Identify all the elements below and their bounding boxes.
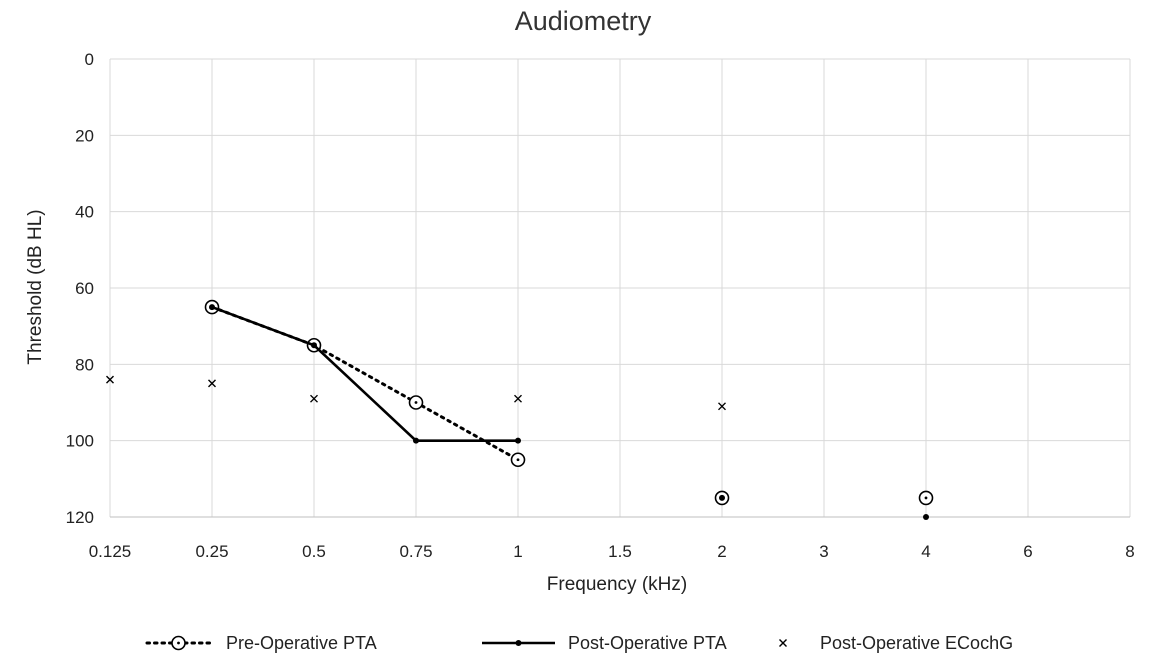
legend-item: Post-Operative PTA [482, 633, 727, 653]
cross-stroke [514, 394, 522, 403]
y-tick-label: 0 [85, 50, 94, 69]
x-tick-label: 2 [717, 542, 726, 561]
x-axis-title: Frequency (kHz) [547, 574, 687, 595]
data-point-dot [311, 342, 317, 349]
x-tick-label: 1.5 [608, 542, 632, 561]
series-1 [209, 304, 929, 520]
data-point-cross [718, 402, 726, 411]
marker-center [516, 458, 520, 462]
marker-center [924, 496, 928, 500]
cross-stroke [718, 402, 726, 411]
x-tick-label: 1 [513, 542, 522, 561]
series-line [210, 305, 520, 462]
series-2 [106, 375, 726, 411]
data-point-dot [515, 640, 522, 646]
series-layer [106, 299, 934, 520]
tick-labels: 0 20 40 60 80 100 120 0.125 0.25 0.5 0.75 1 1.5 2 3 4 6 8 [66, 50, 1135, 561]
cross-stroke [779, 639, 787, 647]
x-tick-label: 0.5 [302, 542, 326, 561]
x-tick-label: 6 [1023, 542, 1032, 561]
x-tick-label: 0.75 [399, 542, 432, 561]
y-tick-label: 80 [75, 355, 94, 374]
data-point-cross [514, 394, 522, 403]
data-point-cross [208, 379, 216, 388]
cross-stroke [208, 379, 216, 388]
legend-item: Pre-Operative PTA [145, 633, 377, 653]
legend-label: Post-Operative ECochG [820, 633, 1013, 653]
data-point-open-circle [510, 452, 526, 468]
legend: Pre-Operative PTA Post-Operative PTA Post-… [145, 633, 1013, 653]
data-point-open-circle [171, 635, 186, 651]
marker-center [177, 641, 180, 645]
legend-label: Pre-Operative PTA [226, 633, 377, 653]
x-tick-label: 4 [921, 542, 930, 561]
y-tick-label: 20 [75, 126, 94, 145]
data-point-cross [779, 639, 787, 647]
data-point-dot [209, 304, 215, 311]
data-point-dot [515, 437, 521, 444]
x-tick-label: 8 [1125, 542, 1134, 561]
data-point-dot [923, 514, 929, 520]
cross-stroke [106, 375, 114, 384]
legend-label: Post-Operative PTA [568, 633, 727, 653]
cross-stroke [310, 394, 318, 403]
x-tick-label: 0.125 [89, 542, 132, 561]
data-point-open-circle [408, 395, 424, 410]
data-point-open-circle [918, 490, 934, 506]
x-tick-label: 3 [819, 542, 828, 561]
series-line [211, 305, 518, 442]
y-tick-label: 120 [66, 508, 94, 527]
legend-item: Post-Operative ECochG [779, 633, 1013, 653]
y-tick-label: 100 [66, 432, 94, 451]
y-axis-title: Threshold (dB HL) [25, 209, 46, 364]
y-tick-label: 40 [75, 203, 94, 222]
series-0 [204, 299, 934, 506]
x-tick-label: 0.25 [195, 542, 228, 561]
data-point-dot [719, 494, 725, 501]
grid [109, 58, 1131, 518]
y-tick-label: 60 [75, 279, 94, 298]
data-point-cross [310, 394, 318, 403]
chart-title: Audiometry [514, 6, 652, 36]
data-point-dot [413, 437, 419, 444]
data-point-cross [106, 375, 114, 384]
marker-center [414, 401, 418, 404]
